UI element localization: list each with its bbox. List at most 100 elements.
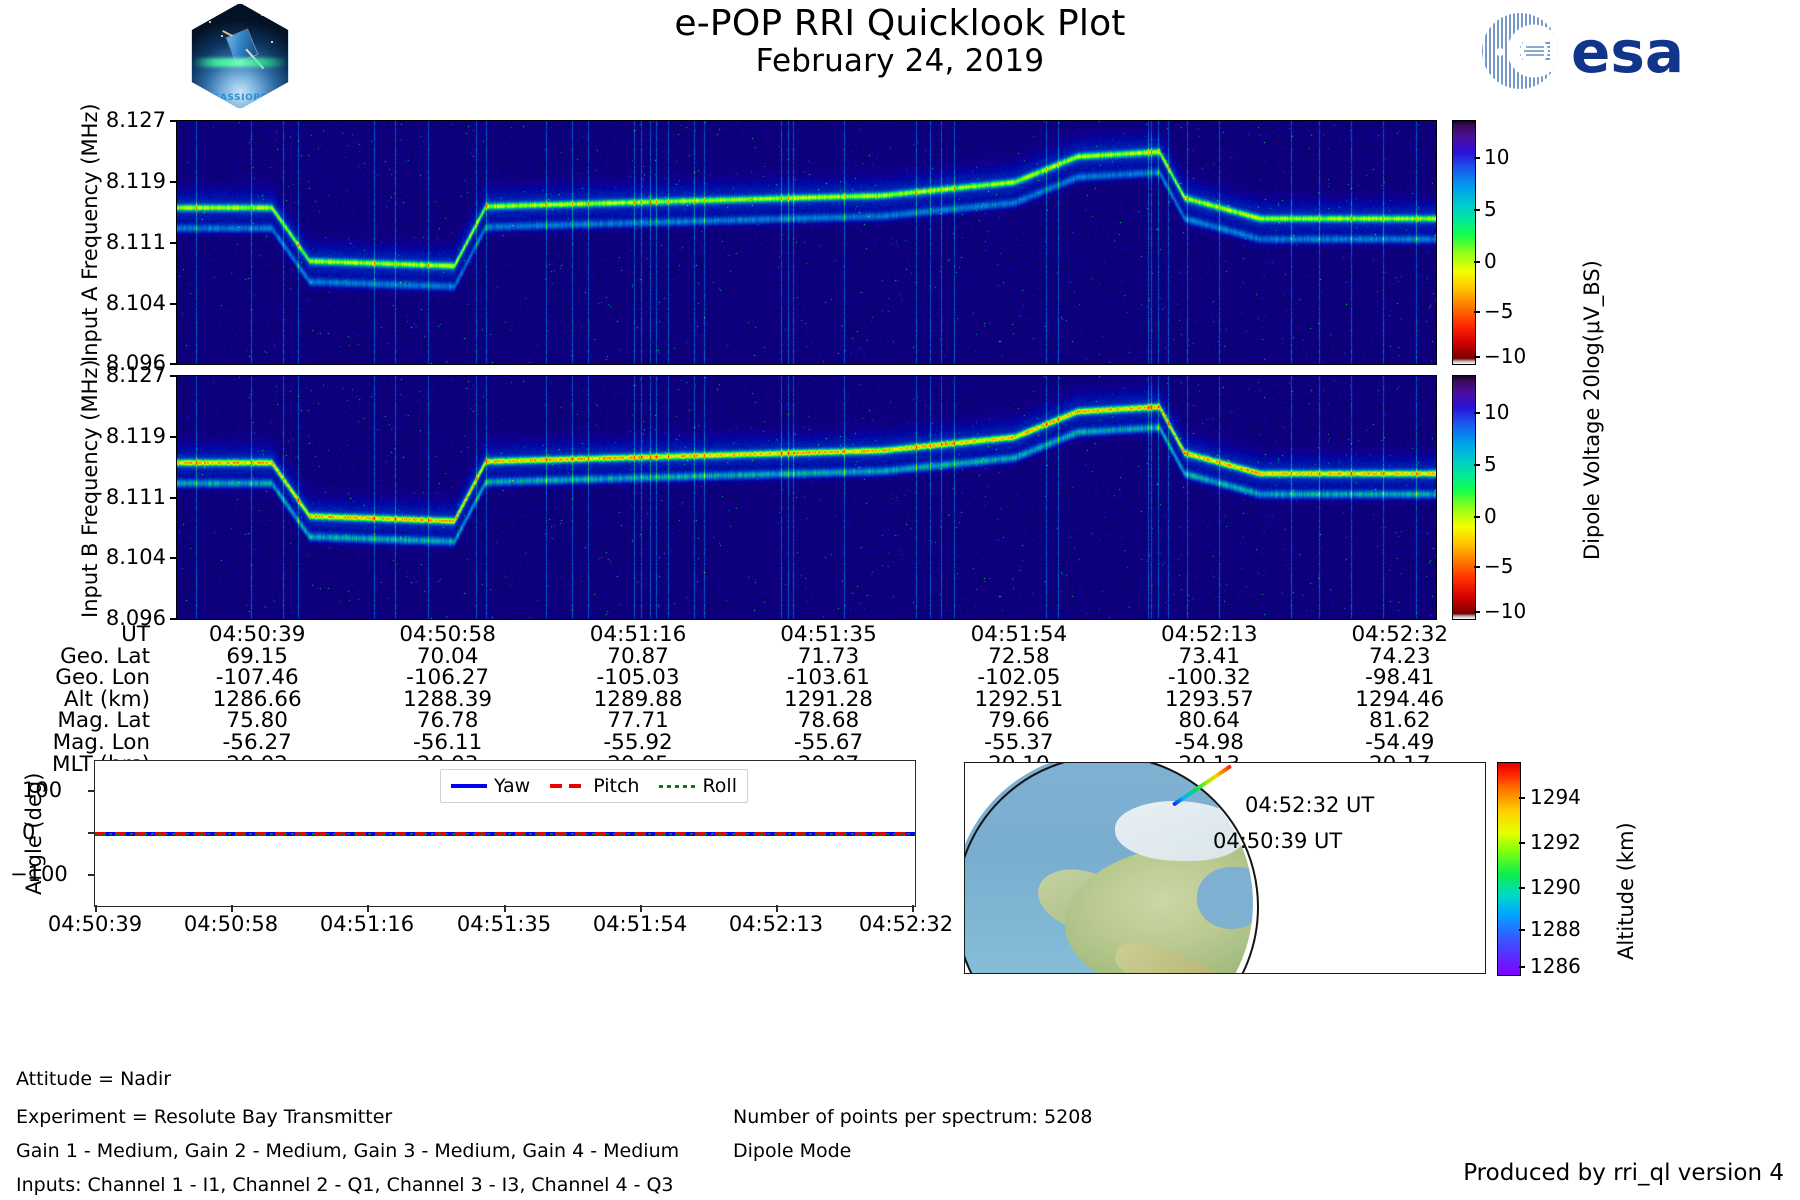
- altitude-tick-3: 1288: [1530, 917, 1581, 941]
- ephem-label-alt: Alt (km): [63, 686, 150, 712]
- ephem-maglat-4: 79.66: [988, 708, 1050, 734]
- table-row: Geo. Lat 69.15 70.04 70.87 71.73 72.58 7…: [0, 643, 1495, 669]
- input-a-spectrogram-canvas: [177, 121, 1436, 364]
- ephem-ut-4: 04:51:54: [970, 622, 1068, 647]
- ephem-maglon-5: -54.98: [1174, 729, 1244, 755]
- ephem-geolat-6: 74.23: [1368, 643, 1431, 669]
- attitude-xtick-1: 04:50:58: [183, 912, 279, 936]
- input-b-colorbar-tick-2: 0: [1484, 504, 1497, 528]
- ephemeris-table: UT 04:50:39 04:50:58 04:51:16 04:51:35 0…: [0, 624, 1800, 775]
- input-b-colorbar-tick-3: −5: [1484, 554, 1514, 578]
- cassiope-hex-frame: CASSIOPE: [191, 3, 289, 109]
- table-row: Alt (km) 1286.66 1288.39 1289.88 1291.28…: [0, 689, 1495, 711]
- title-main: e-POP RRI Quicklook Plot: [674, 3, 1126, 44]
- input-a-colorbar-tick-1: 5: [1484, 197, 1497, 221]
- table-row: Mag. Lat 75.80 76.78 77.71 78.68 79.66 8…: [0, 710, 1495, 732]
- input-b-ytick-4: 8.096: [105, 606, 166, 630]
- ephem-ut-2: 04:51:16: [589, 622, 687, 647]
- ephem-label-geolon: Geo. Lon: [55, 665, 150, 691]
- attitude-xtick-3: 04:51:35: [456, 912, 552, 936]
- title-subtitle: February 24, 2019: [755, 43, 1045, 80]
- yaw-legend-swatch: [451, 784, 487, 788]
- attitude-legend[interactable]: Yaw Pitch Roll: [440, 769, 748, 803]
- ephem-alt-6: 1294.46: [1355, 686, 1445, 712]
- ephem-geolon-4: -102.05: [977, 665, 1061, 691]
- ground-track-map[interactable]: 04:52:32 UT 04:50:39 UT: [964, 762, 1486, 974]
- produced-by-label: Produced by rri_ql version 4: [1463, 1160, 1784, 1186]
- ephem-geolon-3: -103.61: [786, 665, 870, 691]
- altitude-colorbar-label: Altitude (km): [1614, 822, 1638, 960]
- legend-item-pitch[interactable]: Pitch: [550, 775, 639, 797]
- input-a-colorbar[interactable]: [1452, 120, 1476, 365]
- attitude-traces: [95, 831, 915, 836]
- attitude-xtick-2: 04:51:16: [319, 912, 415, 936]
- input-b-ytick-1: 8.119: [105, 424, 166, 448]
- ephem-maglon-6: -54.49: [1365, 729, 1435, 755]
- input-b-spectrogram-canvas: [177, 376, 1436, 619]
- note-experiment: Experiment = Resolute Bay Transmitter: [16, 1106, 393, 1128]
- ephemeris-grid: UT 04:50:39 04:50:58 04:51:16 04:51:35 0…: [0, 624, 1495, 775]
- cassiope-logo-text: CASSIOPE: [212, 93, 268, 103]
- input-b-spectrogram[interactable]: [176, 375, 1437, 620]
- ephem-geolat-3: 71.73: [797, 643, 860, 669]
- ephem-alt-5: 1293.57: [1164, 686, 1254, 712]
- ephem-ut-0: 04:50:39: [208, 622, 306, 647]
- attitude-xtick-0: 04:50:39: [47, 912, 143, 936]
- ephem-maglat-5: 80.64: [1178, 708, 1241, 734]
- altitude-tick-4: 1286: [1530, 954, 1581, 978]
- pitch-legend-label: Pitch: [593, 775, 640, 797]
- ephem-alt-2: 1289.88: [593, 686, 683, 712]
- ephem-geolon-6: -98.41: [1365, 665, 1435, 691]
- ephem-maglat-2: 77.71: [607, 708, 669, 734]
- legend-item-yaw[interactable]: Yaw: [451, 775, 530, 797]
- attitude-ytick-100: 100: [22, 778, 63, 802]
- ephem-maglon-3: -55.67: [793, 729, 864, 755]
- input-b-colorbar[interactable]: [1452, 375, 1476, 620]
- ephem-geolat-5: 73.41: [1178, 643, 1241, 669]
- map-label-end-time: 04:52:32 UT: [1245, 793, 1375, 817]
- esa-wordmark: esa: [1571, 18, 1684, 86]
- input-b-ytick-2: 8.111: [105, 485, 166, 509]
- pitch-legend-swatch: [550, 784, 587, 788]
- note-attitude: Attitude = Nadir: [16, 1068, 172, 1090]
- input-a-colorbar-tick-4: −10: [1484, 344, 1527, 368]
- ephem-alt-3: 1291.28: [784, 686, 873, 712]
- input-a-colorbar-tick-2: 0: [1484, 249, 1497, 273]
- ephem-alt-4: 1292.51: [974, 686, 1064, 712]
- page-title: e-POP RRI Quicklook Plot February 24, 20…: [0, 3, 1800, 80]
- ephem-geolon-0: -107.46: [215, 665, 299, 691]
- ephem-maglon-0: -56.27: [222, 729, 292, 755]
- attitude-plot[interactable]: Yaw Pitch Roll: [94, 760, 916, 907]
- ephem-label-maglon: Mag. Lon: [52, 729, 150, 755]
- ephem-maglon-1: -56.11: [412, 729, 483, 755]
- input-b-colorbar-tick-4: −10: [1484, 599, 1527, 623]
- ephem-label-ut: UT: [121, 622, 150, 647]
- ephem-alt-1: 1288.39: [403, 686, 493, 712]
- ephem-geolon-5: -100.32: [1167, 665, 1251, 691]
- attitude-xtick-4: 04:51:54: [592, 912, 688, 936]
- input-b-colorbar-tick-1: 5: [1484, 452, 1497, 476]
- esa-logo-svg: esa: [1482, 13, 1684, 89]
- ephem-maglat-0: 75.80: [226, 708, 288, 734]
- input-b-ytick-0: 8.127: [105, 363, 166, 387]
- ephem-geolat-4: 72.58: [988, 643, 1050, 669]
- ephem-maglat-1: 76.78: [416, 708, 479, 734]
- legend-item-roll[interactable]: Roll: [659, 775, 737, 797]
- table-row: Mag. Lon -56.27 -56.11 -55.92 -55.67 -55…: [0, 732, 1495, 754]
- input-a-ytick-3: 8.104: [105, 291, 166, 315]
- dipole-voltage-colorbar-label: Dipole Voltage 20log(μV_BS): [1580, 260, 1604, 560]
- yaw-legend-label: Yaw: [494, 775, 531, 797]
- ephem-maglat-3: 78.68: [797, 708, 860, 734]
- roll-legend-swatch: [659, 784, 696, 788]
- ephem-ut-5: 04:52:13: [1161, 622, 1258, 647]
- input-a-colorbar-tick-0: 10: [1484, 145, 1510, 169]
- attitude-xtick-5: 04:52:13: [728, 912, 824, 936]
- table-row: Geo. Lon -107.46 -106.27 -105.03 -103.61…: [0, 667, 1495, 689]
- ephem-ut-6: 04:52:32: [1351, 622, 1449, 647]
- note-points-per-spectrum: Number of points per spectrum: 5208: [733, 1106, 1093, 1128]
- altitude-colorbar[interactable]: [1497, 762, 1521, 976]
- ephem-ut-3: 04:51:35: [780, 622, 877, 647]
- input-a-ytick-0: 8.127: [105, 108, 166, 132]
- roll-legend-label: Roll: [702, 775, 737, 797]
- input-a-spectrogram[interactable]: [176, 120, 1437, 365]
